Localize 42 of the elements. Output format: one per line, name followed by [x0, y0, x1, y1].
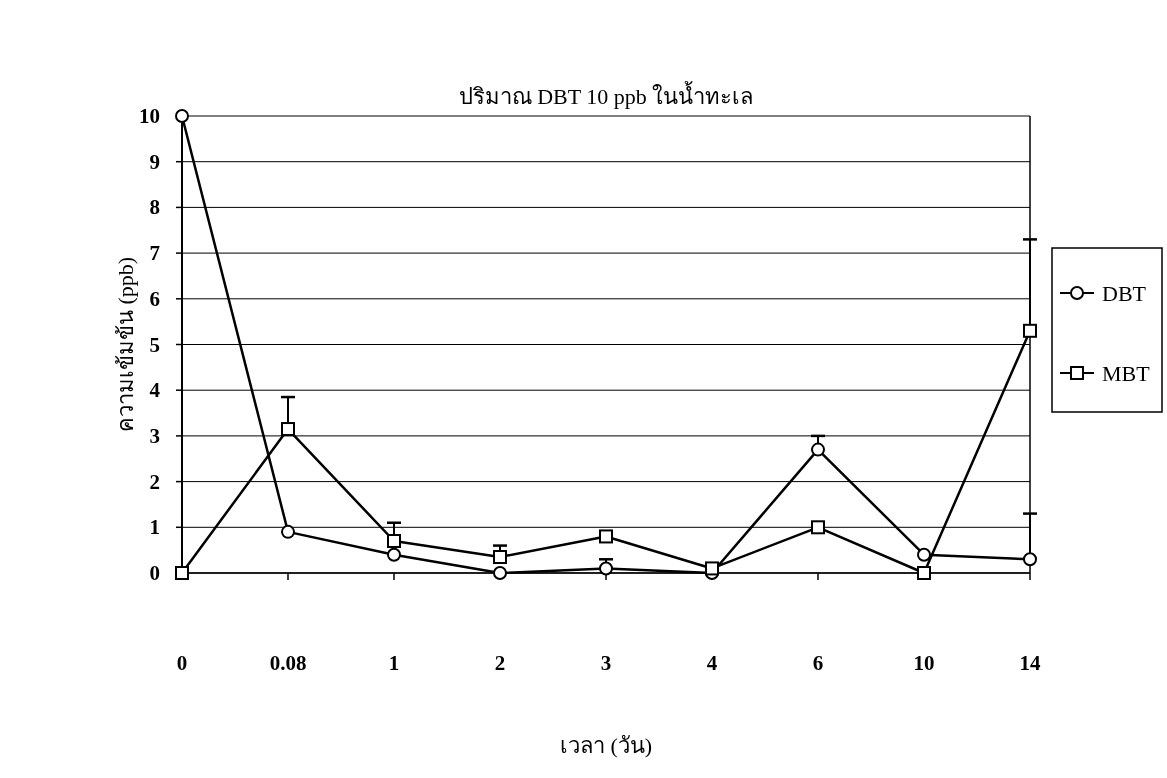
legend-label: DBT — [1102, 281, 1147, 306]
x-tick-label: 2 — [494, 651, 506, 675]
y-tick-label: 4 — [149, 378, 161, 403]
y-tick-label: 1 — [149, 515, 160, 540]
y-tick-label: 9 — [149, 149, 160, 174]
y-tick-label: 3 — [149, 423, 160, 448]
y-tick-label: 10 — [139, 104, 160, 128]
point — [175, 566, 189, 580]
y-tick-label: 8 — [149, 195, 160, 220]
point — [599, 529, 613, 544]
point — [705, 561, 719, 576]
x-tick-label: 4 — [706, 651, 718, 675]
x-tick-label: 0 — [176, 651, 188, 675]
point — [811, 520, 825, 535]
point — [493, 550, 507, 565]
point — [1023, 323, 1037, 338]
x-tick-label: 6 — [812, 651, 824, 675]
legend-label: MBT — [1102, 361, 1151, 386]
y-tick-label: 0 — [149, 561, 160, 585]
x-tick-label: 10 — [913, 651, 935, 675]
x-axis-title: เวลา (วัน) — [559, 733, 653, 758]
point — [281, 422, 295, 437]
x-tick-label: 3 — [600, 651, 612, 675]
y-tick-label: 7 — [149, 241, 160, 266]
point — [175, 109, 189, 123]
x-tick-label: 1 — [388, 651, 400, 675]
point — [811, 442, 825, 457]
point — [387, 534, 401, 549]
point — [599, 561, 613, 576]
point — [281, 524, 295, 539]
point — [917, 566, 931, 580]
point — [1023, 552, 1037, 567]
x-tick-label: 14 — [1019, 651, 1041, 675]
point — [917, 547, 931, 562]
x-tick-label: 0.08 — [269, 651, 307, 675]
point — [493, 566, 507, 580]
y-tick-label: 6 — [149, 286, 160, 311]
y-tick-label: 2 — [149, 469, 160, 494]
chart-title: ปริมาณ DBT 10 ppb ในน้ำทะเล — [458, 81, 754, 109]
y-tick-label: 5 — [149, 332, 160, 357]
point — [387, 547, 401, 562]
y-axis-title: ความเข้มข้น (ppb) — [113, 256, 138, 433]
